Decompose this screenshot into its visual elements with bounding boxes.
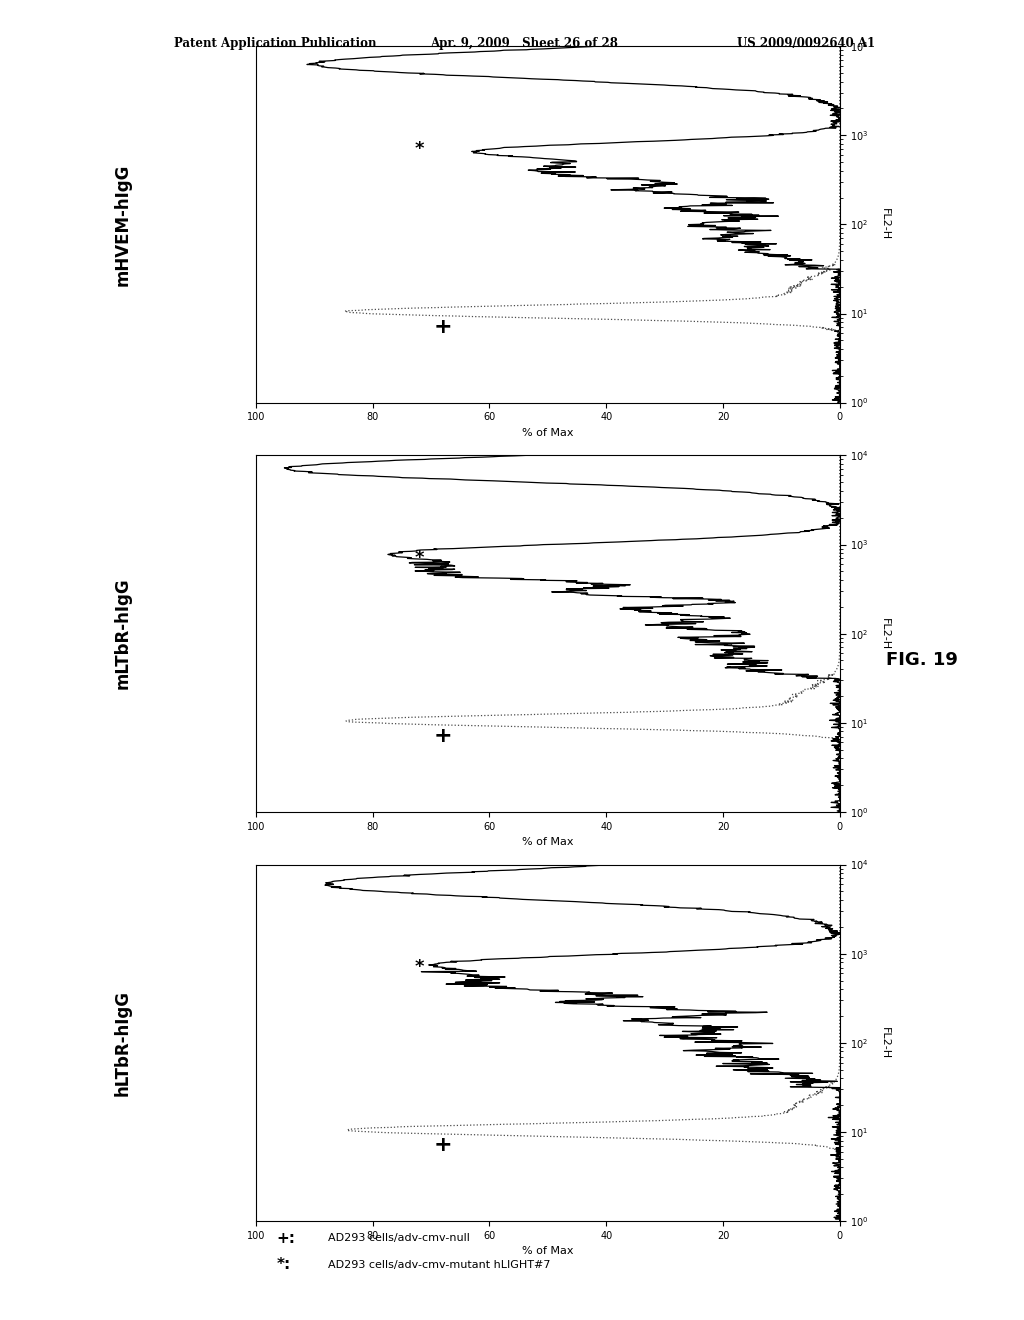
Y-axis label: FL2-H: FL2-H bbox=[880, 618, 890, 649]
X-axis label: % of Max: % of Max bbox=[522, 428, 573, 438]
Y-axis label: FL2-H: FL2-H bbox=[880, 1027, 890, 1059]
Text: Apr. 9, 2009   Sheet 26 of 28: Apr. 9, 2009 Sheet 26 of 28 bbox=[430, 37, 617, 50]
Text: hLTbR-hIgG: hLTbR-hIgG bbox=[114, 990, 132, 1096]
Text: *: * bbox=[415, 140, 424, 157]
X-axis label: % of Max: % of Max bbox=[522, 1246, 573, 1257]
Text: +: + bbox=[433, 1135, 452, 1155]
Text: *:: *: bbox=[276, 1257, 291, 1272]
X-axis label: % of Max: % of Max bbox=[522, 837, 573, 847]
Text: +: + bbox=[433, 317, 452, 337]
Text: FIG. 19: FIG. 19 bbox=[886, 651, 957, 669]
Text: mHVEM-hIgG: mHVEM-hIgG bbox=[114, 164, 132, 285]
Text: mLTbR-hIgG: mLTbR-hIgG bbox=[114, 578, 132, 689]
Y-axis label: FL2-H: FL2-H bbox=[880, 209, 890, 240]
Text: +: + bbox=[433, 726, 452, 746]
Text: *: * bbox=[415, 549, 424, 566]
Text: US 2009/0092640 A1: US 2009/0092640 A1 bbox=[737, 37, 876, 50]
Text: Patent Application Publication: Patent Application Publication bbox=[174, 37, 377, 50]
Text: AD293 cells/adv-cmv-mutant hLIGHT#7: AD293 cells/adv-cmv-mutant hLIGHT#7 bbox=[328, 1259, 550, 1270]
Text: AD293 cells/adv-cmv-null: AD293 cells/adv-cmv-null bbox=[328, 1233, 470, 1243]
Text: *: * bbox=[415, 958, 424, 975]
Text: +:: +: bbox=[276, 1230, 296, 1246]
